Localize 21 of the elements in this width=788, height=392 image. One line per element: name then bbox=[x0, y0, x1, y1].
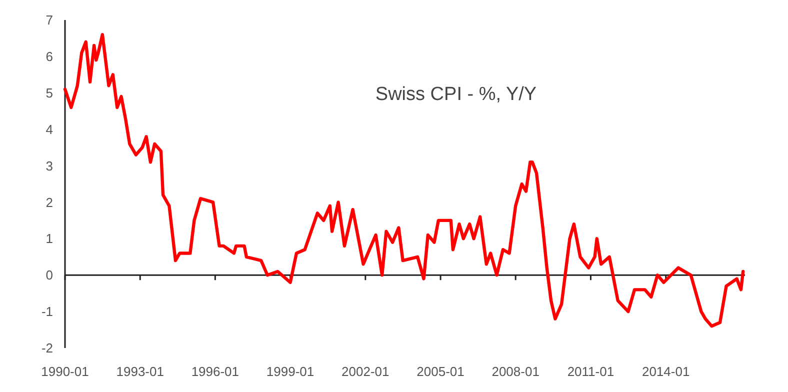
y-tick-label: 0 bbox=[46, 268, 53, 283]
x-tick-label: 2002-01 bbox=[342, 364, 390, 379]
y-tick-label: 3 bbox=[46, 158, 53, 174]
x-tick-label: 2008-01 bbox=[492, 364, 540, 379]
y-tick-label: -2 bbox=[41, 340, 53, 356]
x-tick-label: 1993-01 bbox=[116, 364, 164, 379]
y-tick-label: 1 bbox=[46, 231, 53, 246]
x-tick-label: 2014-01 bbox=[642, 364, 690, 379]
x-tick-label: 1990-01 bbox=[41, 364, 89, 379]
text: Swiss CPI - %, Y/Y bbox=[375, 84, 537, 105]
x-tick-label: 1996-01 bbox=[191, 364, 240, 379]
line-series bbox=[63, 32, 745, 328]
y-tick-label: 2 bbox=[46, 194, 53, 210]
y-tick-label: -1 bbox=[41, 304, 53, 320]
y-tick-label: 7 bbox=[46, 12, 53, 28]
y-tick-label: 5 bbox=[46, 85, 53, 100]
y-tick-label: 4 bbox=[46, 122, 53, 137]
x-tick-label: 1999-01 bbox=[266, 364, 314, 379]
x-tick-label: 2011-01 bbox=[567, 364, 614, 379]
y-tick-label: 6 bbox=[46, 48, 53, 64]
x-tick-label: 2005-01 bbox=[416, 364, 464, 379]
